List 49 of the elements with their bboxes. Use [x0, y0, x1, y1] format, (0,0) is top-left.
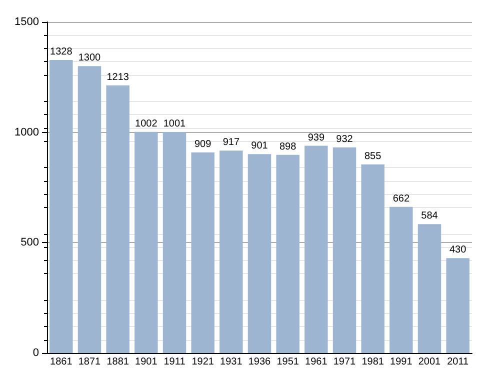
- data-label: 939: [308, 132, 325, 144]
- x-tick-label: 1931: [220, 356, 243, 368]
- bar: [390, 206, 413, 353]
- x-tick-label: 1991: [390, 356, 413, 368]
- x-tick-label: 1961: [305, 356, 328, 368]
- x-tick-label: 1981: [362, 356, 384, 368]
- data-label: 1213: [106, 72, 130, 83]
- x-tick-label: 2001: [418, 356, 442, 368]
- bar: [418, 224, 442, 353]
- bar: [78, 66, 102, 353]
- y-tick-label: 1500: [14, 16, 39, 28]
- x-tick-label: 2011: [447, 356, 470, 368]
- bar: [134, 132, 158, 353]
- bar: [106, 85, 130, 353]
- x-tick-label: 1936: [248, 356, 272, 368]
- y-tick-label: 500: [20, 236, 39, 249]
- bar: [332, 147, 356, 353]
- x-tick-label: 1881: [106, 356, 130, 368]
- x-tick-label: 1951: [276, 356, 300, 368]
- x-tick-label: 1911: [164, 356, 186, 368]
- bar: [220, 150, 243, 353]
- data-label: 662: [392, 193, 410, 204]
- bar: [276, 154, 300, 353]
- bar: [191, 152, 214, 353]
- bar: [304, 146, 328, 353]
- data-label: 1001: [163, 118, 186, 130]
- data-label: 1328: [50, 46, 73, 58]
- x-tick-label: 1861: [50, 356, 73, 368]
- data-label: 1300: [78, 52, 102, 64]
- x-tick-label: 1971: [333, 356, 356, 368]
- data-label: 1002: [135, 118, 158, 130]
- data-label: 901: [251, 140, 268, 152]
- data-label: 898: [279, 141, 297, 152]
- x-tick-label: 1901: [135, 356, 158, 368]
- bar: [446, 258, 470, 353]
- x-tick-label: 1921: [192, 356, 214, 368]
- bar: [50, 60, 73, 353]
- data-label: 909: [194, 138, 212, 150]
- data-label: 584: [421, 210, 438, 222]
- x-tick-label: 1871: [78, 356, 102, 368]
- data-label: 917: [222, 137, 240, 148]
- bar: [248, 154, 272, 353]
- data-label: 855: [364, 150, 382, 162]
- data-label: 932: [336, 134, 354, 145]
- data-label: 430: [449, 244, 467, 256]
- bar: [361, 164, 384, 353]
- y-tick-label: 1000: [14, 126, 39, 138]
- bar: [162, 132, 186, 353]
- y-tick-label: 0: [32, 347, 39, 359]
